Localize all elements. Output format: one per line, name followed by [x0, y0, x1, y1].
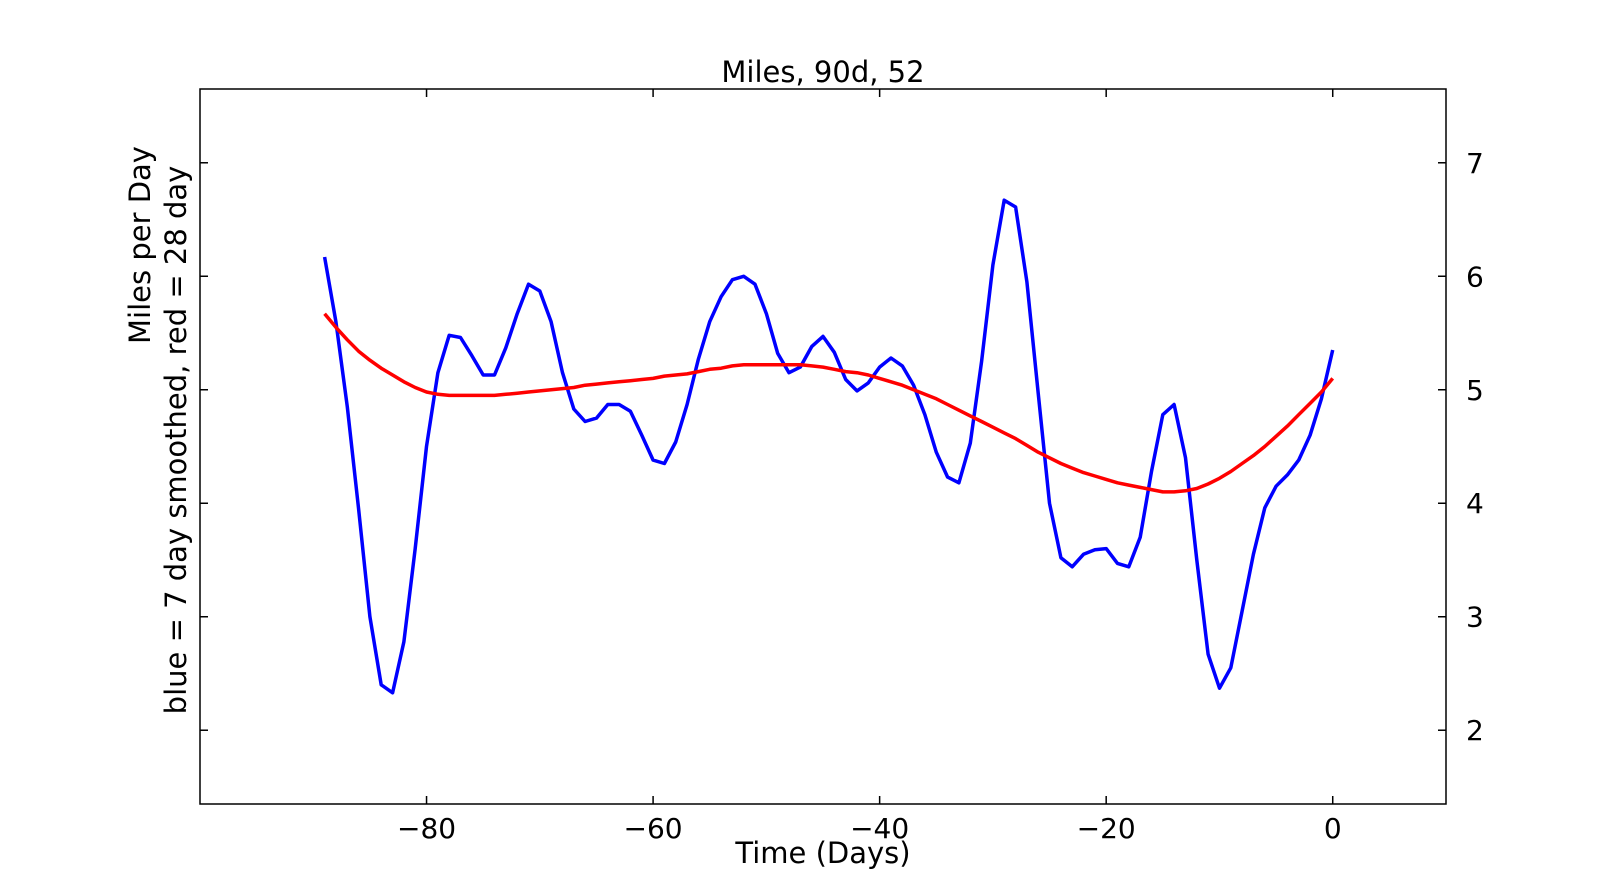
series-line-1	[322, 198, 1335, 695]
x-tick-label: 0	[1324, 812, 1342, 845]
x-tick-label: −20	[1077, 812, 1136, 845]
y-axis: 2 3 4 5 6 7	[200, 147, 1484, 747]
plot-frame	[199, 88, 1447, 805]
x-axis-label: Time (Days)	[734, 836, 910, 870]
y-tick-label: 5	[1466, 374, 1484, 407]
y-tick-label: 2	[1466, 714, 1484, 747]
y-tick-label: 6	[1466, 260, 1484, 293]
series-layer	[322, 198, 1335, 695]
x-tick-label: −40	[850, 812, 909, 845]
y-axis-label-line2: blue = 7 day smoothed, red = 28 day	[159, 166, 193, 715]
x-axis: −80 −60 −40 −20 0	[397, 89, 1342, 845]
y-tick-label: 4	[1466, 487, 1484, 520]
x-tick-label: −60	[624, 812, 683, 845]
x-tick-label: −80	[397, 812, 456, 845]
y-axis-label-line1: Miles per Day	[123, 146, 157, 344]
chart-title: Miles, 90d, 52	[721, 55, 924, 89]
y-tick-label: 7	[1466, 147, 1484, 180]
series-line-2	[323, 312, 1335, 494]
y-tick-label: 3	[1466, 601, 1484, 634]
